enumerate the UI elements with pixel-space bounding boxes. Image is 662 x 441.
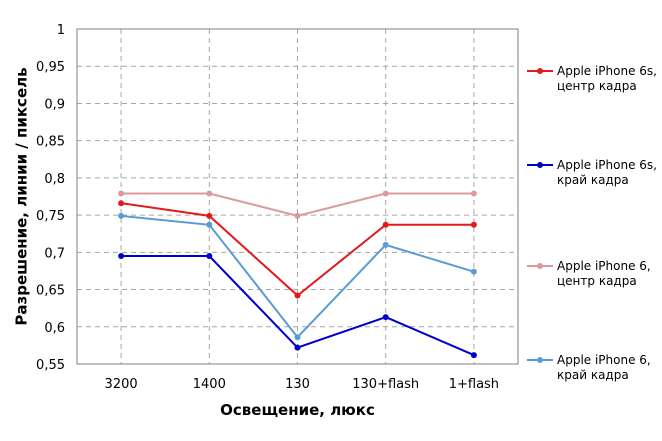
data-point — [206, 190, 213, 197]
series-1 — [118, 200, 477, 299]
y-tick-label: 0,8 — [44, 172, 65, 187]
y-tick-label: 0,75 — [36, 209, 65, 224]
y-axis-title: Разрешение, линии / пиксель — [13, 67, 31, 325]
legend-label: Apple iPhone 6s, край кадра — [557, 158, 657, 187]
legend-swatch-marker — [537, 162, 543, 168]
data-point — [118, 253, 125, 260]
x-tick-label: 3200 — [105, 377, 138, 392]
data-point — [382, 190, 389, 197]
x-axis-title: Освещение, люкс — [220, 401, 375, 419]
data-point — [294, 344, 301, 351]
data-point — [294, 334, 301, 341]
legend-item: Apple iPhone 6, край кадра — [527, 353, 651, 382]
data-point — [382, 241, 389, 248]
series-3 — [118, 190, 477, 219]
x-tick-label: 1+flash — [449, 377, 499, 392]
y-tick-label: 0,95 — [36, 60, 65, 75]
y-tick-label: 0,85 — [36, 135, 65, 150]
data-point — [118, 190, 125, 197]
legend-label: Apple iPhone 6s, центр кадра — [557, 64, 657, 93]
data-point — [470, 190, 477, 197]
x-tick-label: 1400 — [193, 377, 226, 392]
plot-area-frame — [76, 28, 519, 365]
y-tick-label: 0,7 — [44, 246, 65, 261]
data-point — [206, 221, 213, 228]
y-tick-label: 0,65 — [36, 284, 65, 299]
series-lines — [118, 190, 477, 359]
series-2 — [118, 253, 477, 359]
legend-item: Apple iPhone 6s, край кадра — [527, 158, 657, 187]
legend-item: Apple iPhone 6, центр кадра — [527, 259, 651, 288]
y-tick-label: 1 — [57, 23, 65, 38]
y-tick-label: 0,6 — [44, 321, 65, 336]
legend-label: Apple iPhone 6, край кадра — [557, 353, 651, 382]
data-point — [470, 221, 477, 228]
x-tick-label: 130+flash — [352, 377, 419, 392]
data-point — [206, 212, 213, 219]
x-tick-label: 130 — [285, 377, 310, 392]
data-point — [470, 352, 477, 359]
legend-label: Apple iPhone 6, центр кадра — [557, 259, 651, 288]
data-point — [294, 212, 301, 219]
y-tick-label: 0,55 — [36, 358, 65, 373]
data-point — [470, 268, 477, 275]
data-point — [382, 221, 389, 228]
legend-item: Apple iPhone 6s, центр кадра — [527, 64, 657, 93]
legend: Apple iPhone 6s, центр кадра Apple iPhone … — [527, 64, 657, 382]
y-axis-ticks: 0,55 0,6 0,65 0,7 0,75 0,8 0,85 0,9 0,95 1 — [36, 23, 65, 373]
legend-swatch-marker — [537, 68, 543, 74]
series-4 — [118, 212, 477, 341]
legend-swatch-marker — [537, 263, 543, 269]
data-point — [118, 212, 125, 219]
y-tick-label: 0,9 — [44, 97, 65, 112]
data-point — [382, 314, 389, 321]
x-axis-ticks: 3200 1400 130 130+flash 1+flash — [105, 377, 500, 392]
data-point — [118, 200, 125, 207]
data-point — [206, 253, 213, 260]
data-point — [294, 292, 301, 299]
legend-swatch-marker — [537, 357, 543, 363]
